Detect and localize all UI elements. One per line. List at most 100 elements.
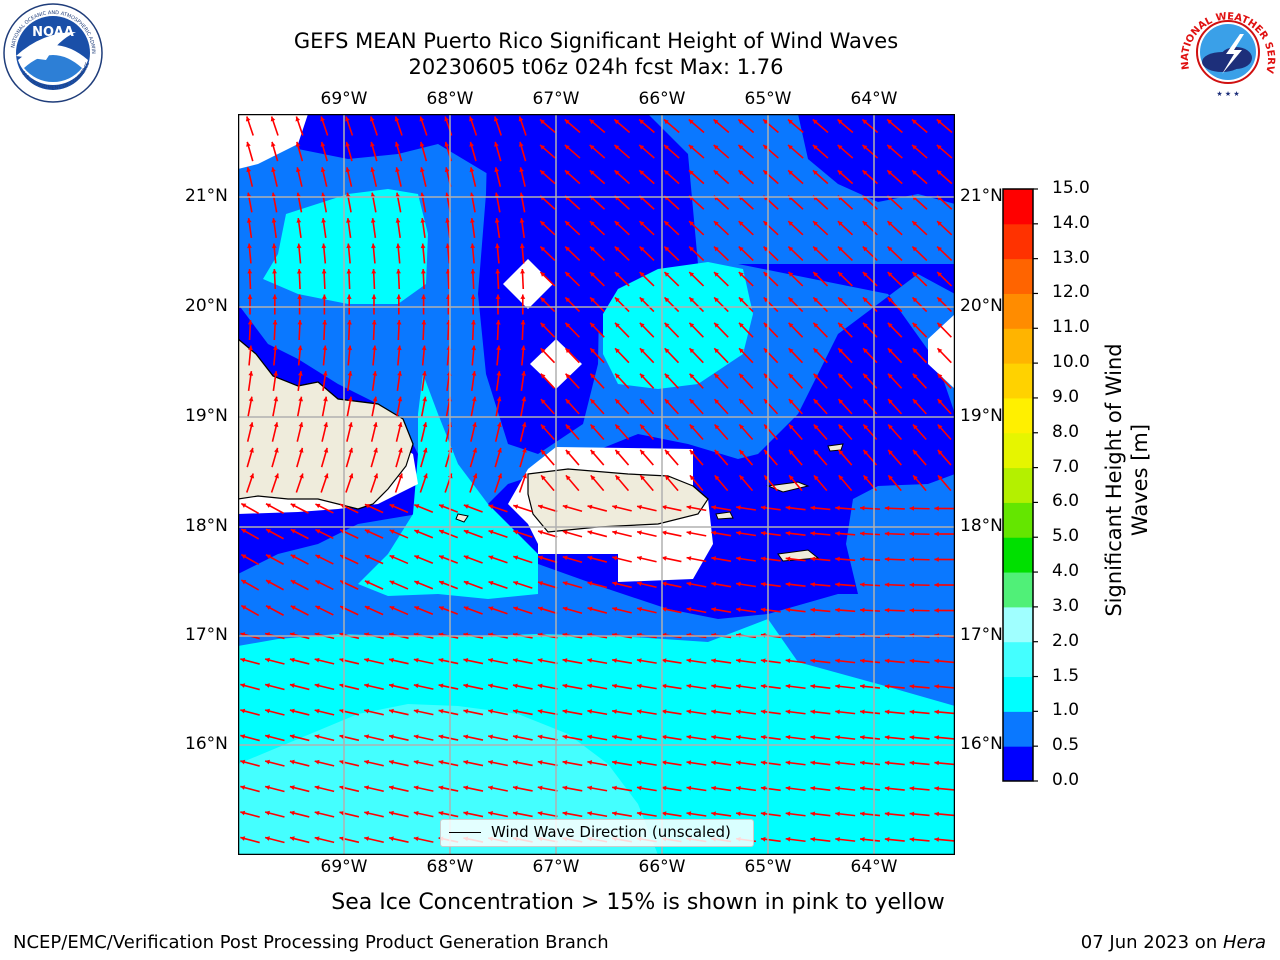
wave-arrow-head [934,658,940,664]
wave-arrow-head [863,322,868,328]
wave-arrow-head [590,449,596,455]
wave-arrow-head [396,320,402,325]
wave-arrow-head [541,475,546,481]
wave-arrow-head [488,658,493,663]
wave-arrow-head [496,396,502,402]
wave-arrow-head [887,272,893,277]
wave-arrow-head [421,294,427,299]
wave-arrow-head [296,269,302,274]
wave-arrow-head [364,810,370,816]
wave-arrow-head [661,505,667,510]
wave-arrow-head [488,734,493,740]
wave-arrow-head [273,371,278,376]
wave-arrow-head [439,606,445,611]
colorbar-tick-label: 13.0 [1052,247,1090,268]
colorbar-tick-label: 14.0 [1052,212,1090,233]
wave-arrow-head [688,144,694,150]
wave-arrow-head [760,785,766,791]
wave-arrow-head [837,144,843,150]
wave-arrow-head [521,396,527,402]
wave-arrow-head [911,119,917,125]
wave-arrow-head [810,582,816,587]
wave-arrow-head [471,345,477,351]
wave-arrow-head [371,320,377,325]
lon-label: 66°W [638,89,686,109]
wave-arrow-head [736,785,741,791]
wave-arrow-head [438,734,444,740]
wave-arrow-head [937,449,943,455]
wave-arrow-head [639,373,645,379]
wave-arrow-head [813,221,818,226]
wave-arrow-head [246,192,252,198]
wave-arrow-head [739,322,744,328]
wave-arrow-head [297,320,303,325]
wave-arrow-head [912,399,918,404]
wave-arrow-head [540,272,546,277]
wave-arrow-head [289,683,295,688]
lon-label: 64°W [850,857,898,877]
wave-arrow-head [813,373,819,379]
wave-arrow-head [835,505,840,511]
wave-arrow-head [884,505,890,511]
wave-arrow-head [590,272,595,277]
wave-arrow-head [785,709,791,715]
wave-arrow-head [348,473,354,479]
wave-arrow-head [637,504,642,510]
wave-arrow-head [246,141,251,147]
wave-arrow-head [937,475,943,481]
wave-arrow-head [711,709,716,715]
wave-arrow-head [562,581,568,586]
wave-arrow-head [439,580,445,586]
colorbar-segment [1003,293,1033,329]
wave-arrow-head [913,475,918,481]
wave-arrow-head [785,836,791,842]
wave-arrow-head [247,320,253,325]
wave-arrow-head [413,759,419,765]
wave-arrow-head [810,811,816,817]
wave-arrow-head [438,657,444,663]
wave-arrow-head [389,529,395,534]
wave-arrow-head [240,810,246,816]
wave-arrow-head [347,371,353,376]
wave-arrow-head [512,683,518,689]
wave-arrow-head [298,447,304,453]
wave-arrow-head [665,449,670,455]
wave-arrow-head [615,399,620,404]
wave-arrow-head [540,399,546,404]
wave-arrow-head [640,424,645,430]
lat-label: 16°N [185,734,228,754]
lon-label: 67°W [532,89,580,109]
wave-arrow-head [714,399,720,404]
wave-arrow-head [934,811,940,817]
wave-arrow-head [615,348,620,354]
wave-arrow-head [909,811,915,817]
wave-arrow-head [713,246,719,252]
wave-arrow-head [810,734,816,740]
wave-arrow-head [686,785,692,791]
wave-arrow-head [736,811,741,817]
legend-label: Wind Wave Direction (unscaled) [491,823,731,841]
wave-arrow-head [614,246,620,252]
lon-label: 64°W [850,89,898,109]
wave-arrow-head [912,144,917,150]
wave-arrow-head [835,709,840,715]
wave-arrow-head [445,192,450,198]
wave-arrow-head [469,192,475,198]
wave-arrow-head [493,116,499,122]
wave-arrow-head [813,246,818,252]
colorbar-segment [1003,258,1033,294]
wave-arrow-head [265,810,270,816]
wave-arrow-head [862,297,868,303]
wave-arrow-head [495,320,501,325]
wave-arrow-head [912,246,918,252]
wave-arrow-head [636,760,642,765]
wave-arrow-head [463,785,469,791]
lat-label: 18°N [185,516,228,536]
wave-arrow-head [661,607,667,612]
svg-text:★ ★ ★: ★ ★ ★ [1216,90,1239,98]
wave-arrow-head [887,297,893,303]
wave-arrow-head [689,297,695,303]
wave-arrow-head [314,759,320,765]
colorbar-segment [1003,641,1033,678]
wave-arrow-head [348,422,353,428]
